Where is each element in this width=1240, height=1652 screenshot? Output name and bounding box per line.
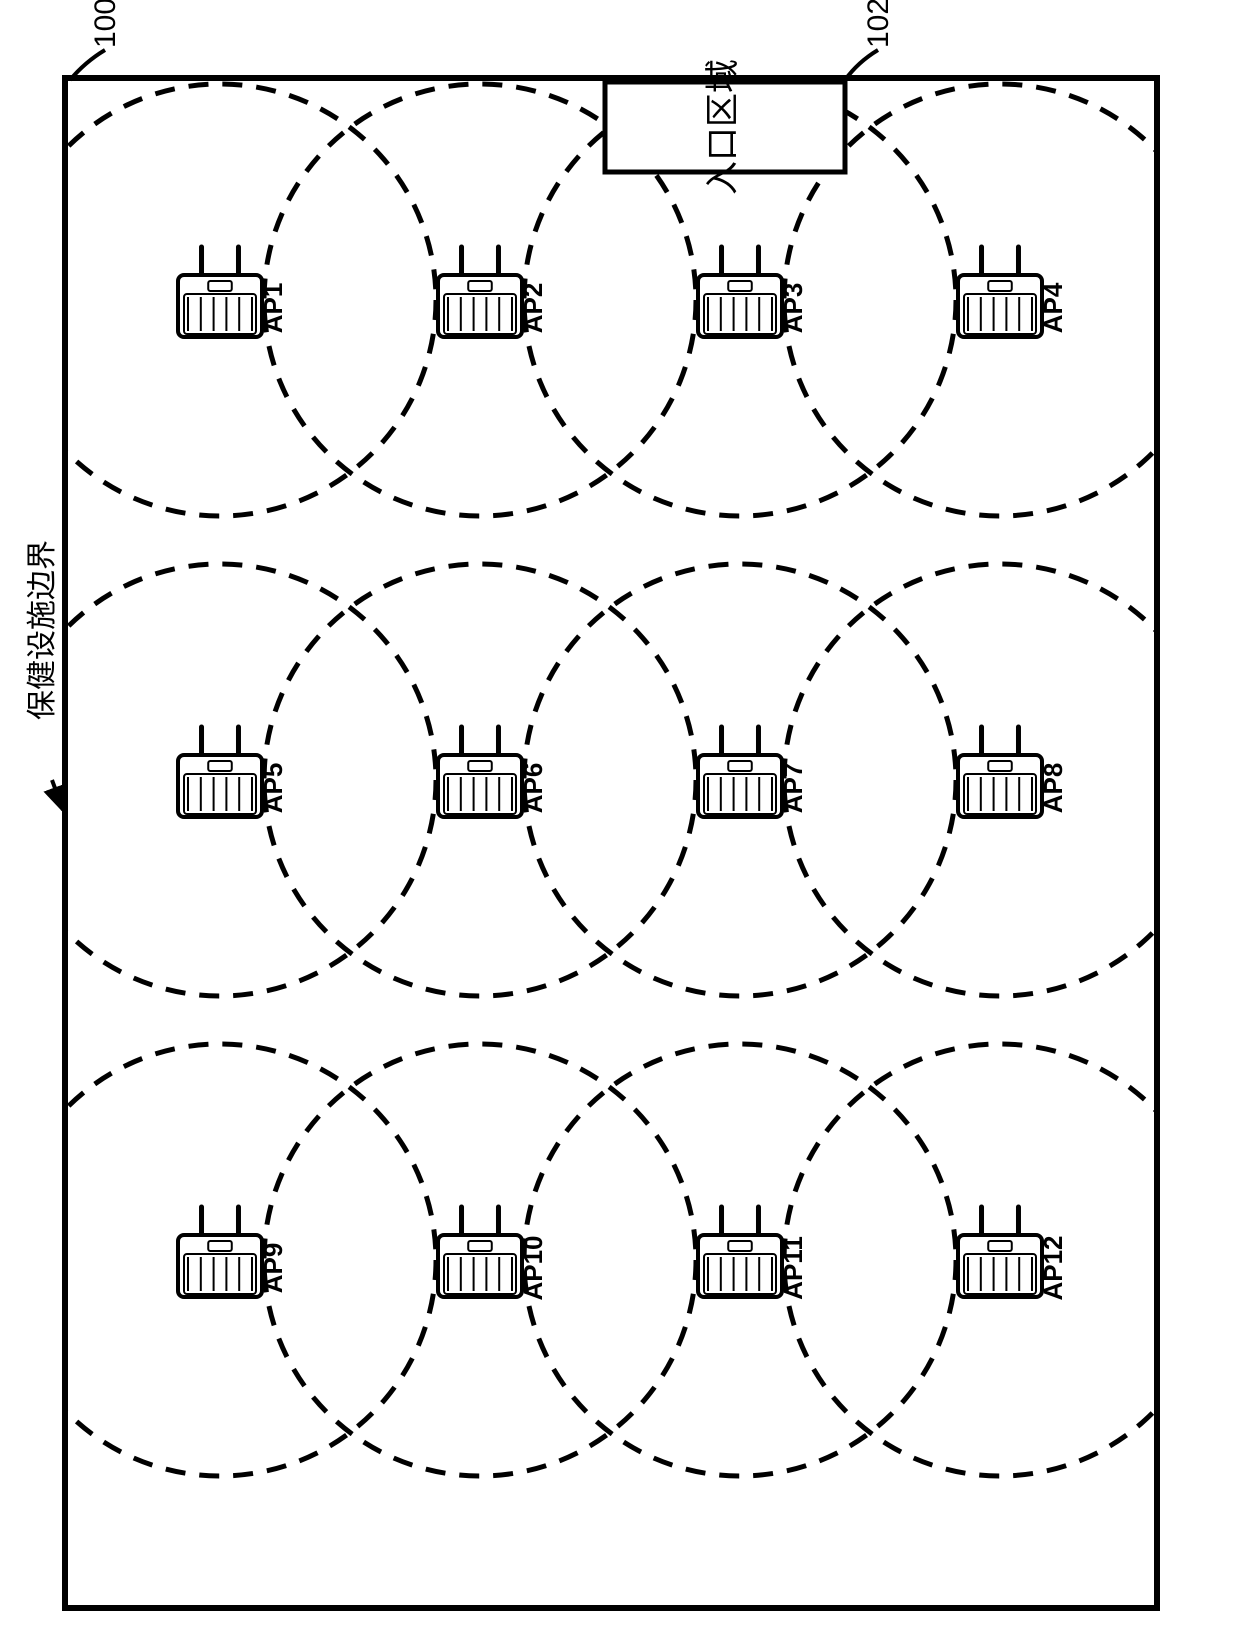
access-point-ap10: AP10 [438, 1207, 548, 1301]
ap-label-ap1: AP1 [258, 283, 288, 334]
ap-label-ap3: AP3 [778, 283, 808, 334]
access-point-ap11: AP11 [698, 1207, 808, 1300]
boundary-label: 保健设施边界 [17, 540, 61, 720]
boundary-label-arrow [52, 780, 63, 810]
access-point-ap2: AP2 [438, 247, 548, 337]
ap-label-ap7: AP7 [778, 763, 808, 814]
access-point-ap1: AP1 [178, 247, 288, 337]
access-point-ap8: AP8 [958, 727, 1068, 817]
ap-label-ap9: AP9 [258, 1243, 288, 1294]
access-point-ap12: AP12 [958, 1207, 1068, 1301]
access-point-ap4: AP4 [958, 247, 1068, 337]
ap-label-ap4: AP4 [1038, 282, 1068, 333]
diagram-stage: AP1AP2AP3AP4AP5AP6AP7AP8AP9AP10AP11AP12入… [0, 0, 1240, 1652]
access-point-ap6: AP6 [438, 727, 548, 817]
ap-label-ap6: AP6 [518, 763, 548, 814]
access-point-ap5: AP5 [178, 727, 288, 817]
access-point-ap9: AP9 [178, 1207, 288, 1297]
ap-label-ap12: AP12 [1038, 1235, 1068, 1300]
ref-100-label: 100 [89, 0, 122, 48]
diagram-svg: AP1AP2AP3AP4AP5AP6AP7AP8AP9AP10AP11AP12入… [0, 0, 1240, 1652]
ref-102-label: 102 [862, 0, 895, 48]
ap-label-ap5: AP5 [258, 763, 288, 814]
access-point-ap3: AP3 [698, 247, 808, 337]
access-point-ap7: AP7 [698, 727, 808, 817]
ap-label-ap10: AP10 [518, 1235, 548, 1300]
ap-label-ap2: AP2 [518, 283, 548, 334]
ap-label-ap8: AP8 [1038, 763, 1068, 814]
ap-label-ap11: AP11 [778, 1236, 808, 1300]
